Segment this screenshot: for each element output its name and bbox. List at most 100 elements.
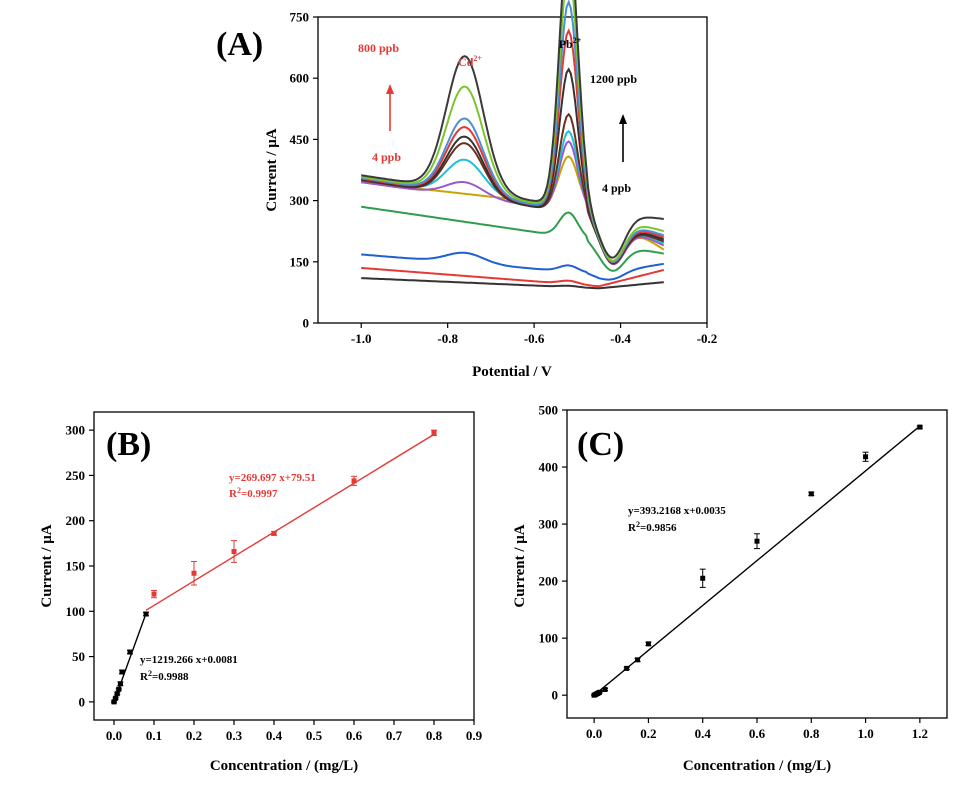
y-tick-label: 200 [66,513,86,528]
y-tick-label: 100 [66,604,86,619]
data-point [116,686,122,692]
data-point [808,491,814,497]
panel-c-equation: y=393.2168 x+0.0035 [628,505,726,517]
y-tick-label: 300 [290,193,310,208]
curve-7 [361,129,665,265]
y-tick-label: 100 [539,631,559,646]
panel-b-black-equation: y=1219.266 x+0.0081 [140,654,238,666]
data-point [271,530,277,536]
data-point [114,691,120,697]
pb-low-annotation: 4 ppb [602,181,631,195]
x-tick-label: 1.2 [912,726,928,741]
panel-b-red-r2-prefix: R [229,488,238,500]
panel-b-y-ticks: 0 50 100 150 200 250 300 [66,423,94,709]
x-tick-label: -0.2 [697,331,718,346]
panel-b: (B) 0.0 0.1 0.2 0.3 0.4 0.5 0.6 0.7 0.8 0.9 0 50 10… [39,411,483,774]
pb-high-annotation: 1200 ppb [590,72,637,86]
data-point [863,454,869,460]
cd-peak-ion: Cd [458,55,474,69]
panel-b-red-equation: y=269.697 x+79.51 [229,472,316,484]
y-tick-label: 0 [552,688,559,703]
curve-13 [361,0,664,259]
y-tick-label: 150 [66,559,86,574]
x-tick-label: 0.4 [266,728,283,743]
panel-b-x-ticks: 0.0 0.1 0.2 0.3 0.4 0.5 0.6 0.7 0.8 0.9 [106,720,483,743]
panel-b-plot [111,429,437,705]
curve-9 [361,67,665,265]
y-tick-label: 450 [290,132,310,147]
data-point [700,575,706,581]
panel-b-red-r2-value: =0.9997 [241,488,278,500]
curve-4 [361,205,664,272]
x-tick-label: 0.9 [466,728,483,743]
curve-2 [361,266,665,288]
panel-c-r2-prefix: R [628,522,637,534]
data-point [117,681,123,687]
curve-6 [361,140,665,266]
data-point [231,549,237,555]
curve-1 [361,277,664,290]
data-point [754,538,760,544]
data-point [431,430,437,436]
panel-b-x-axis-title: Concentration / (mg/L) [210,758,358,774]
x-tick-label: -0.6 [524,331,545,346]
y-tick-label: 400 [539,460,559,475]
pb-calibration-fit-line [593,425,921,696]
x-tick-label: -0.8 [437,331,458,346]
panel-c: (C) 0.0 0.2 0.4 0.6 0.8 1.0 1.2 0 100 200 300 400 5… [512,403,948,774]
curve-3 [361,251,664,281]
y-tick-label: 250 [66,468,86,483]
y-tick-label: 300 [66,423,86,438]
x-tick-label: 0.3 [226,728,243,743]
y-tick-label: 50 [72,649,85,664]
panel-a: (A) -1.0 -0.8 -0.6 -0.4 -0.2 0 150 300 450 600 75… [216,0,717,380]
cd-arrow-icon [386,84,394,131]
x-tick-label: 0.2 [186,728,202,743]
x-tick-label: 0.5 [306,728,323,743]
x-tick-label: 0.0 [586,726,602,741]
y-tick-label: 500 [539,403,559,418]
panel-c-r2-value: =0.9856 [640,522,677,534]
panel-a-label: (A) [216,26,263,63]
curve-12 [361,0,665,262]
pb-arrow-icon [619,114,627,162]
cd-high-annotation: 800 ppb [358,41,399,55]
pb-peak-charge: 2+ [573,36,582,45]
panel-b-label: (B) [106,426,151,463]
y-tick-label: 600 [290,71,310,86]
panel-c-y-ticks: 0 100 200 300 400 500 [539,403,567,703]
panel-b-black-r2-sup: 2 [148,669,152,678]
x-tick-label: 1.0 [857,726,873,741]
data-point [351,478,357,484]
y-tick-label: 300 [539,517,559,532]
pb-peak-label: Pb2+ [559,36,582,51]
panel-c-r2-sup: 2 [636,520,640,529]
data-point [624,665,630,671]
data-point [645,641,651,647]
y-tick-label: 0 [303,316,310,331]
y-tick-label: 200 [539,574,559,589]
x-tick-label: 0.4 [695,726,712,741]
panel-a-x-axis-title: Potential / V [472,364,552,380]
data-point [143,611,149,617]
x-tick-label: -0.4 [610,331,631,346]
data-point [119,669,125,675]
y-tick-label: 0 [79,694,86,709]
data-point [917,424,923,430]
curve-5 [361,155,665,266]
panel-b-y-axis-title: Current / μA [39,524,55,607]
curve-11 [361,0,665,263]
cd-peak-charge: 2+ [473,54,482,63]
panel-b-black-r2-value: =0.9988 [152,671,189,683]
x-tick-label: -1.0 [351,331,372,346]
cd-low-annotation: 4 ppb [372,150,401,164]
panel-a-y-axis-title: Current / μA [264,128,280,211]
panel-b-red-r2-sup: 2 [237,486,241,495]
panel-a-x-ticks: -1.0 -0.8 -0.6 -0.4 -0.2 [351,323,717,346]
pb-peak-ion: Pb [559,37,573,51]
panel-c-y-axis-title: Current / μA [512,524,528,607]
data-point [191,570,197,576]
data-point [113,695,119,701]
panel-c-x-axis-title: Concentration / (mg/L) [683,758,831,774]
